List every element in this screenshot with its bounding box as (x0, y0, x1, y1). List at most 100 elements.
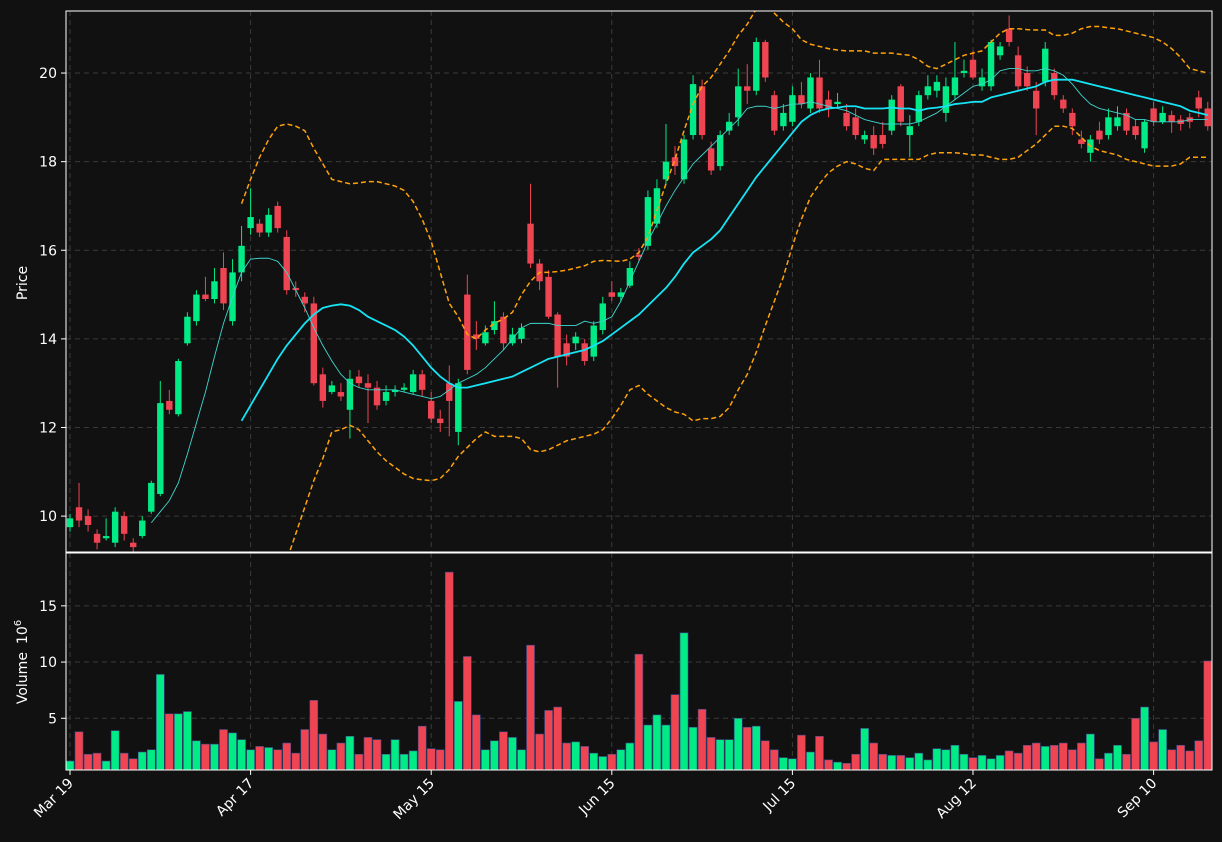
candle-body (193, 294, 200, 322)
volume-bar (905, 757, 915, 770)
volume-bar (318, 733, 328, 770)
candle-body (93, 533, 101, 543)
y-tick-label: 18 (39, 155, 57, 171)
y-tick-label: 10 (39, 509, 57, 525)
candle-body (689, 84, 697, 136)
volume-bar (535, 733, 544, 770)
candle-body (120, 516, 128, 534)
volume-bar (426, 748, 436, 770)
volume-bar (580, 746, 590, 770)
candle-body (446, 383, 453, 401)
candle-body (843, 112, 850, 127)
volume-bar (327, 749, 337, 770)
volume-bar (833, 761, 842, 770)
volume-bar (228, 732, 237, 770)
candle-body (184, 316, 191, 344)
volume-bar (968, 757, 978, 770)
price-axis-label: Price (15, 266, 31, 300)
volume-bar (914, 752, 924, 770)
candle-body (572, 336, 579, 344)
volume-bar (878, 753, 888, 770)
volume-axis-label: Volume 106 (13, 620, 31, 704)
candle-body (139, 520, 146, 537)
volume-bar (1140, 706, 1149, 770)
y-tick-label: 20 (39, 66, 57, 82)
volume-bar (146, 749, 156, 770)
volume-bar (354, 753, 364, 770)
volume-bar (1203, 660, 1212, 770)
volume-bar (571, 741, 580, 770)
volume-bar (526, 644, 535, 770)
volume-bar (201, 743, 210, 770)
candle-body (870, 135, 877, 149)
candle-body (482, 332, 489, 344)
volume-bar (435, 749, 445, 770)
candle-body (735, 86, 742, 118)
volume-bar (553, 706, 562, 770)
volume-frame (65, 552, 1213, 771)
candle-body (111, 511, 119, 543)
y-tick-label: 5 (48, 711, 57, 727)
candle-body (744, 86, 751, 91)
candle-body (84, 516, 92, 525)
volume-bar (706, 737, 716, 770)
candle-body (148, 482, 155, 512)
volume-bar (481, 749, 490, 770)
volume-bar (896, 755, 906, 770)
candle-body (644, 197, 652, 246)
volume-bar (923, 759, 933, 770)
volume-bar (255, 746, 264, 770)
volume-bar (156, 674, 165, 770)
candle-body (1204, 108, 1211, 127)
candle-body (762, 42, 769, 78)
volume-bar (444, 571, 454, 770)
candle-body (202, 294, 209, 300)
volume-bar (499, 731, 508, 770)
candle-body (274, 205, 281, 229)
volume-bar (607, 753, 617, 770)
volume-bar (616, 749, 626, 770)
volume-bar (83, 753, 93, 770)
candle-body (581, 343, 588, 362)
candle-body (626, 267, 634, 286)
candle-body (328, 385, 336, 393)
candle-body (364, 383, 372, 388)
candle-body (825, 99, 832, 109)
volume-bar (1158, 729, 1167, 770)
volume-bar (1004, 750, 1014, 770)
volume-bar (66, 760, 75, 770)
candle-body (599, 303, 606, 331)
volume-bar (1077, 742, 1086, 770)
candle-body (978, 77, 986, 87)
volume-bar (74, 731, 84, 770)
candle-body (337, 392, 345, 397)
volume-bar (336, 742, 346, 770)
volume-bar (815, 735, 824, 770)
candle-body (473, 334, 480, 339)
candle-body (789, 95, 796, 122)
candle-body (373, 387, 381, 406)
candle-body (725, 121, 733, 131)
candle-body (175, 361, 182, 415)
volume-bar (1086, 733, 1095, 770)
candle-body (491, 321, 498, 331)
volume-bar (950, 744, 960, 770)
candle-body (960, 70, 968, 74)
volume-bar (128, 758, 138, 770)
volume-bar (237, 739, 246, 770)
candle-body (319, 374, 327, 401)
volume-bar (1040, 746, 1050, 770)
volume-bar (1176, 744, 1185, 770)
candle-body (888, 99, 895, 131)
candle-body (500, 316, 507, 344)
candle-body (698, 86, 706, 136)
candle-body (590, 325, 597, 357)
overlay-line (288, 125, 1208, 552)
volume-exponent-base: 10 (15, 626, 31, 644)
volume-bar (381, 753, 391, 770)
candle-body (455, 383, 462, 432)
candle-body (563, 343, 570, 357)
volume-bar (1049, 744, 1059, 770)
volume-bar (1022, 744, 1032, 770)
